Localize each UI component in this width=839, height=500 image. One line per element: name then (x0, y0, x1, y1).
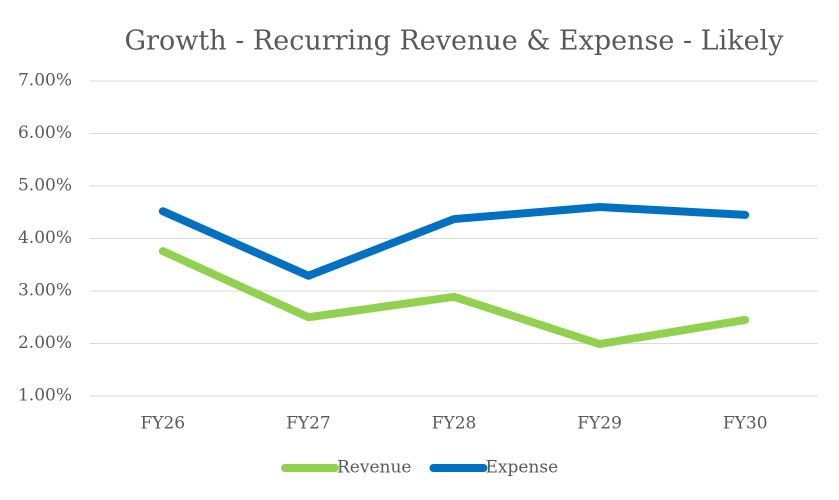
x-tick-label: FY27 (286, 414, 331, 434)
line-series (158, 203, 750, 280)
y-tick-label: 4.00% (18, 228, 72, 248)
chart-title: Growth - Recurring Revenue & Expense - L… (125, 26, 785, 57)
y-tick-label: 2.00% (18, 333, 72, 353)
y-tick-label: 7.00% (18, 71, 72, 91)
y-tick-label: 6.00% (18, 123, 72, 143)
x-tick-label: FY28 (432, 414, 477, 434)
y-tick-label: 5.00% (18, 176, 72, 196)
y-tick-label: 1.00% (18, 386, 72, 406)
x-tick-label: FY26 (140, 414, 185, 434)
y-tick-label: 3.00% (18, 281, 72, 301)
legend-label: Expense (485, 458, 558, 478)
x-tick-label: FY30 (723, 414, 768, 434)
legend-label: Revenue (337, 458, 411, 478)
line-series (158, 247, 750, 349)
x-tick-label: FY29 (577, 414, 622, 434)
